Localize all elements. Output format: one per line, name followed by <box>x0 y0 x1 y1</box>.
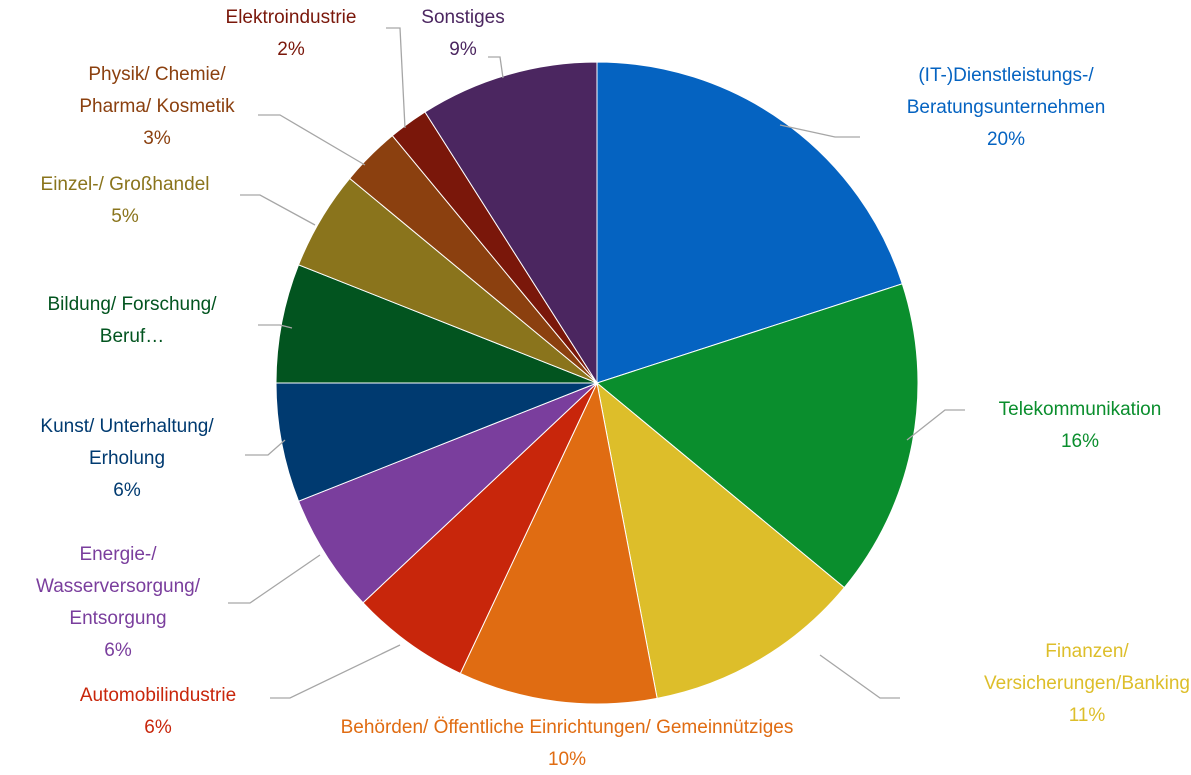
category-name: (IT-)Dienstleistungs-/ Beratungsunterneh… <box>906 65 1106 118</box>
value-label: 11% <box>1068 705 1106 726</box>
value-label: 3% <box>143 128 171 149</box>
value-label: 2% <box>277 39 305 60</box>
value-label: 10% <box>547 749 587 770</box>
pie-slice <box>297 382 598 604</box>
slice-label: Physik/ Chemie/ Pharma/ Kosmetik 3% <box>52 59 262 155</box>
slice-label: Finanzen/ Versicherungen/Banking 11% <box>982 636 1191 732</box>
value-label: 16% <box>1060 431 1100 452</box>
value-label: 6% <box>104 640 132 661</box>
pie-slice <box>424 61 598 385</box>
category-name: Elektroindustrie <box>225 7 357 28</box>
category-name: Telekommunikation <box>998 399 1162 420</box>
leader-lines <box>228 27 965 699</box>
pie-slice <box>459 381 658 705</box>
category-name: Einzel-/ Großhandel <box>40 174 210 195</box>
pie-slice <box>595 283 919 589</box>
category-name: Physik/ Chemie/ Pharma/ Kosmetik <box>79 64 235 117</box>
slice-label: Behörden/ Öffentliche Einrichtungen/ Gem… <box>247 712 887 775</box>
slice-label: Telekommunikation 16% <box>960 394 1191 458</box>
category-name: Automobilindustrie <box>79 685 237 706</box>
pie-slice <box>362 382 598 675</box>
value-label: 5% <box>111 206 139 227</box>
category-name: Bildung/ Forschung/ Beruf… <box>47 294 217 347</box>
category-name: Finanzen/ Versicherungen/Banking <box>984 641 1190 694</box>
pie-slice <box>596 61 903 384</box>
slice-label: Elektroindustrie 2% <box>191 2 391 66</box>
slice-label: Energie-/ Wasserversorgung/ Entsorgung 6% <box>11 539 226 667</box>
value-label: 9% <box>449 39 477 60</box>
slice-label: Automobilindustrie 6% <box>38 680 278 744</box>
value-label: 20% <box>986 129 1026 150</box>
slice-label: Sonstiges 9% <box>383 2 543 66</box>
slice-label: Kunst/ Unterhaltung/ Erholung 6% <box>5 411 250 507</box>
slice-label: (IT-)Dienstleistungs-/ Beratungsunterneh… <box>861 60 1151 156</box>
category-name: Energie-/ Wasserversorgung/ Entsorgung <box>35 544 201 629</box>
category-name: Sonstiges <box>421 7 505 28</box>
category-name: Kunst/ Unterhaltung/ Erholung <box>40 416 214 469</box>
value-label: 6% <box>144 717 172 738</box>
value-label: 6% <box>113 480 141 501</box>
pie-slice <box>275 264 598 384</box>
category-name: Behörden/ Öffentliche Einrichtungen/ Gem… <box>340 717 794 738</box>
pie-slice <box>596 381 846 699</box>
slice-label: Bildung/ Forschung/ Beruf… <box>15 289 250 353</box>
slice-label: Einzel-/ Großhandel 5% <box>5 169 245 233</box>
